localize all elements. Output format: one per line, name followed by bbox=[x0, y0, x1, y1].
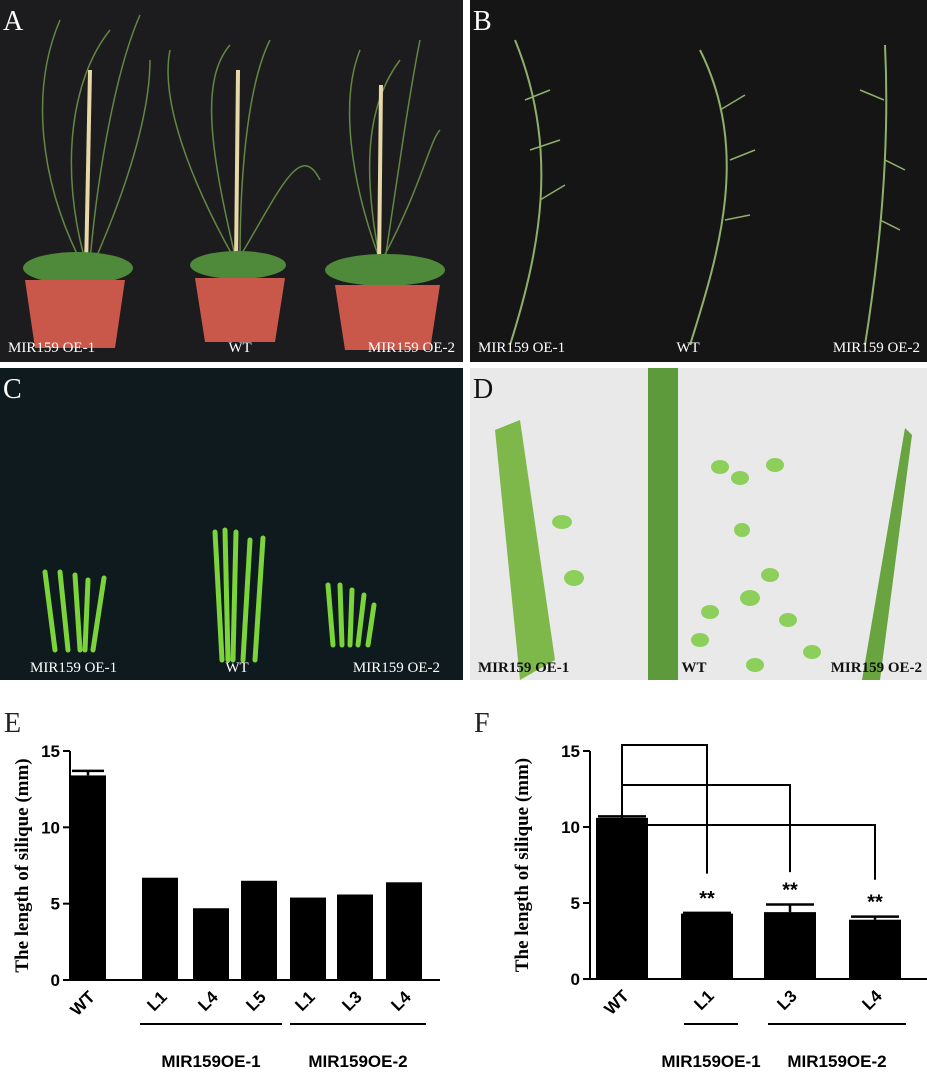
x-tick-label: WT bbox=[601, 986, 634, 1019]
y-tick-label: 5 bbox=[51, 895, 60, 914]
y-tick-label: 15 bbox=[561, 742, 580, 761]
significance: ** bbox=[782, 880, 798, 902]
group-label: MIR159OE-2 bbox=[787, 1052, 886, 1071]
comparison-bracket bbox=[621, 807, 876, 880]
x-tick-label: L4 bbox=[387, 987, 415, 1015]
x-tick-label: L1 bbox=[143, 987, 170, 1014]
bar bbox=[764, 912, 816, 979]
photo-caption: MIR159 OE-2 bbox=[368, 340, 455, 356]
photo-caption: MIR159 OE-1 bbox=[30, 660, 117, 676]
bar bbox=[142, 877, 178, 980]
chart: E The length of silique (mm) 0 5 10 15 WT L1 L4 L… bbox=[4, 708, 440, 1071]
y-tick-label: 5 bbox=[571, 894, 580, 913]
x-tick-label: L3 bbox=[338, 987, 365, 1014]
photo-caption: WT bbox=[681, 660, 706, 676]
photo-c bbox=[0, 368, 463, 680]
photo-caption: WT bbox=[676, 340, 699, 356]
photo-caption: MIR159 OE-1 bbox=[478, 660, 569, 676]
photo-caption: MIR159 OE-1 bbox=[478, 340, 565, 356]
bar bbox=[70, 775, 106, 980]
panel-label: D bbox=[473, 374, 493, 405]
comparison-bracket bbox=[621, 784, 791, 873]
bar bbox=[849, 919, 901, 979]
y-tick-label: 10 bbox=[41, 818, 60, 837]
bar bbox=[337, 894, 373, 980]
panel-label: E bbox=[4, 708, 21, 739]
x-tick-label: L5 bbox=[242, 987, 269, 1014]
error-bar bbox=[766, 903, 814, 913]
y-tick-label: 0 bbox=[51, 971, 60, 990]
bar bbox=[193, 908, 229, 980]
x-tick-label: L4 bbox=[858, 986, 886, 1014]
group-label: MIR159OE-1 bbox=[661, 1052, 760, 1071]
y-tick-label: 10 bbox=[561, 818, 580, 837]
x-tick-label: L4 bbox=[194, 987, 222, 1015]
error-bar bbox=[851, 915, 899, 920]
comparison-bracket bbox=[621, 744, 708, 874]
panel-label: A bbox=[3, 6, 24, 37]
panel-label: F bbox=[474, 708, 490, 739]
x-tick-label: L3 bbox=[773, 986, 800, 1013]
photo-a bbox=[0, 0, 463, 362]
bar bbox=[241, 880, 277, 980]
photo-d bbox=[470, 368, 927, 680]
photo-caption: MIR159 OE-2 bbox=[833, 340, 920, 356]
x-tick-label: WT bbox=[67, 987, 100, 1020]
significance: ** bbox=[699, 888, 715, 910]
chart: F The length of silique (mm) 0 5 10 15 WT L1 ** L… bbox=[474, 708, 927, 1071]
significance: ** bbox=[867, 892, 883, 914]
photo-caption: MIR159 OE-2 bbox=[353, 660, 440, 676]
group-label: MIR159OE-1 bbox=[161, 1052, 260, 1071]
bar bbox=[386, 882, 422, 980]
x-tick-label: L1 bbox=[690, 986, 717, 1013]
photo-b bbox=[470, 0, 927, 362]
bar bbox=[290, 897, 326, 980]
x-tick-label: L1 bbox=[291, 987, 318, 1014]
photo-caption: WT bbox=[225, 660, 248, 676]
photo-caption: MIR159 OE-2 bbox=[831, 660, 922, 676]
panel-label: B bbox=[473, 6, 492, 37]
group-label: MIR159OE-2 bbox=[308, 1052, 407, 1071]
bar bbox=[681, 913, 733, 979]
bar bbox=[596, 817, 648, 979]
photo-caption: WT bbox=[228, 340, 251, 356]
y-axis-label: The length of silique (mm) bbox=[12, 758, 33, 972]
y-axis-label: The length of silique (mm) bbox=[512, 758, 533, 972]
y-tick-label: 0 bbox=[571, 970, 580, 989]
y-tick-label: 15 bbox=[41, 742, 60, 761]
panel-label: C bbox=[3, 374, 22, 405]
error-bar bbox=[72, 769, 104, 776]
error-bar bbox=[683, 911, 731, 915]
photo-caption: MIR159 OE-1 bbox=[8, 340, 95, 356]
